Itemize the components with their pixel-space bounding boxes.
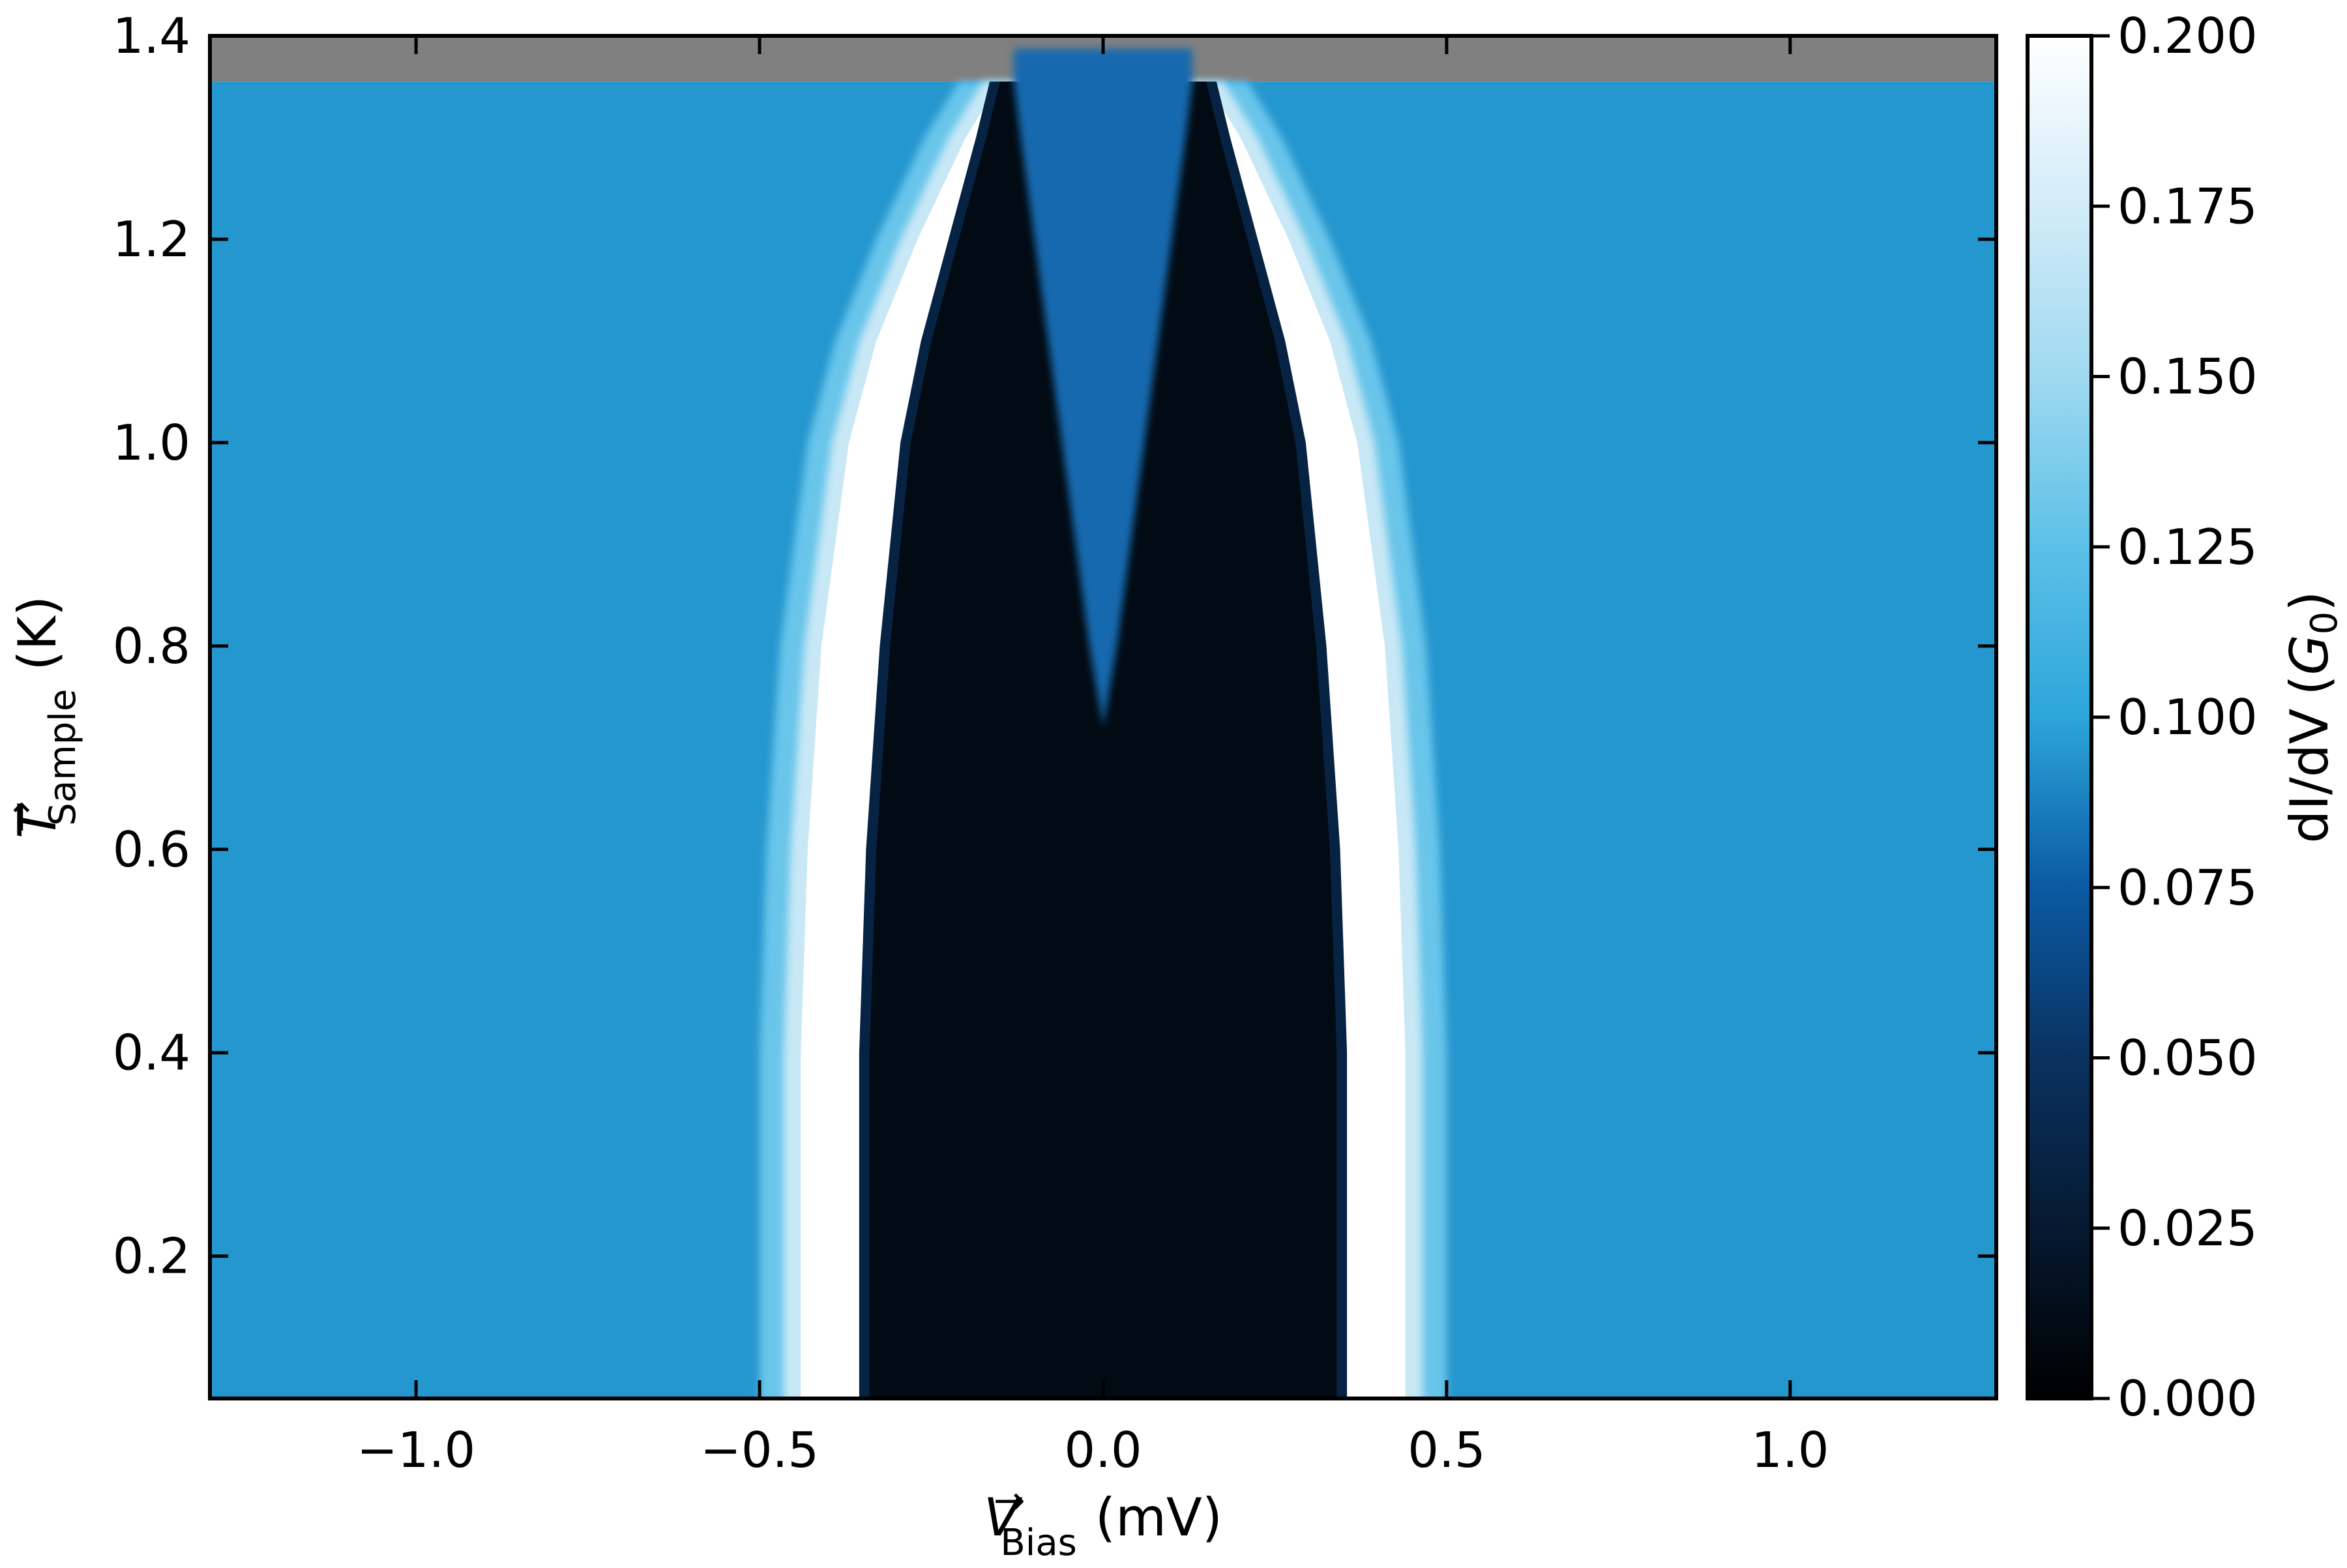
colorbar-tick: 0.000: [2091, 1370, 2258, 1427]
colorbar-tick: 0.175: [2091, 177, 2258, 235]
x-tick-label: 1.0: [1751, 1421, 1829, 1479]
colorbar-tick-label: 0.125: [2118, 518, 2258, 576]
colorbar-tick: 0.100: [2091, 688, 2258, 746]
x-tick: −1.0: [357, 36, 475, 1479]
x-tick: 0.0: [1064, 36, 1142, 1479]
y-tick-label: 0.4: [113, 1024, 190, 1082]
y-tick: 0.4: [113, 1024, 1996, 1082]
colorbar-gradient: [2028, 36, 2091, 1398]
gap-region: [869, 81, 1337, 1398]
y-tick: 0.8: [113, 617, 1996, 675]
y-axis-label: T→Sample(K): [0, 596, 84, 838]
heatmap-image: [210, 49, 1996, 1398]
colorbar-tick: 0.050: [2091, 1029, 2258, 1087]
colorbar-tick-label: 0.150: [2118, 348, 2258, 406]
y-tick: 1.0: [113, 414, 1996, 471]
y-tick: 1.4: [113, 7, 1996, 65]
colorbar-tick: 0.200: [2091, 7, 2258, 65]
colorbar-tick-label: 0.200: [2118, 7, 2258, 65]
x-axis-label: V→ Bias (mV): [984, 1478, 1222, 1564]
y-axis: 0.2 0.4 0.6 0.8 1.0 1.2 1.4: [113, 7, 1996, 1285]
y-tick-label: 0.2: [113, 1228, 190, 1285]
x-tick: 0.5: [1408, 36, 1486, 1479]
colorbar-tick-label: 0.175: [2118, 177, 2258, 235]
y-tick: 1.2: [113, 211, 1996, 268]
colorbar-tick-label: 0.050: [2118, 1029, 2258, 1087]
colorbar-tick: 0.025: [2091, 1200, 2258, 1257]
colorbar-tick-label: 0.100: [2118, 688, 2258, 746]
colorbar-label: dI/dV(G0): [2279, 591, 2346, 844]
x-tick-label: −1.0: [357, 1421, 475, 1479]
colorbar-tick: 0.075: [2091, 859, 2258, 916]
colorbar-tick: 0.125: [2091, 518, 2258, 576]
y-tick: 0.2: [113, 1228, 1996, 1285]
zero-bias-peak-region: [1014, 49, 1192, 728]
y-tick: 0.6: [113, 821, 1996, 878]
colorbar-tick-label: 0.075: [2118, 859, 2258, 916]
y-tick-label: 1.2: [113, 211, 190, 268]
heatmap-plot-area: [210, 36, 1996, 1398]
colorbar-tick-label: 0.025: [2118, 1200, 2258, 1257]
y-tick-label: 1.4: [113, 7, 190, 65]
y-tick-label: 1.0: [113, 414, 190, 471]
colorbar-tick-label: 0.000: [2118, 1370, 2258, 1427]
y-tick-label: 0.6: [113, 821, 190, 878]
x-tick-label: 0.5: [1408, 1421, 1485, 1479]
x-tick: −0.5: [700, 36, 819, 1479]
colorbar-tick: 0.150: [2091, 348, 2258, 406]
x-tick: 1.0: [1751, 36, 1829, 1479]
x-axis: −1.0 −0.5 0.0 0.5 1.0: [357, 36, 1829, 1479]
x-tick-label: 0.0: [1064, 1421, 1142, 1479]
y-tick-label: 0.8: [113, 617, 190, 675]
colorbar-axis: 0.000 0.025 0.050 0.075 0.100 0.125 0.150 0.175…: [2091, 7, 2258, 1427]
x-tick-label: −0.5: [700, 1421, 819, 1479]
